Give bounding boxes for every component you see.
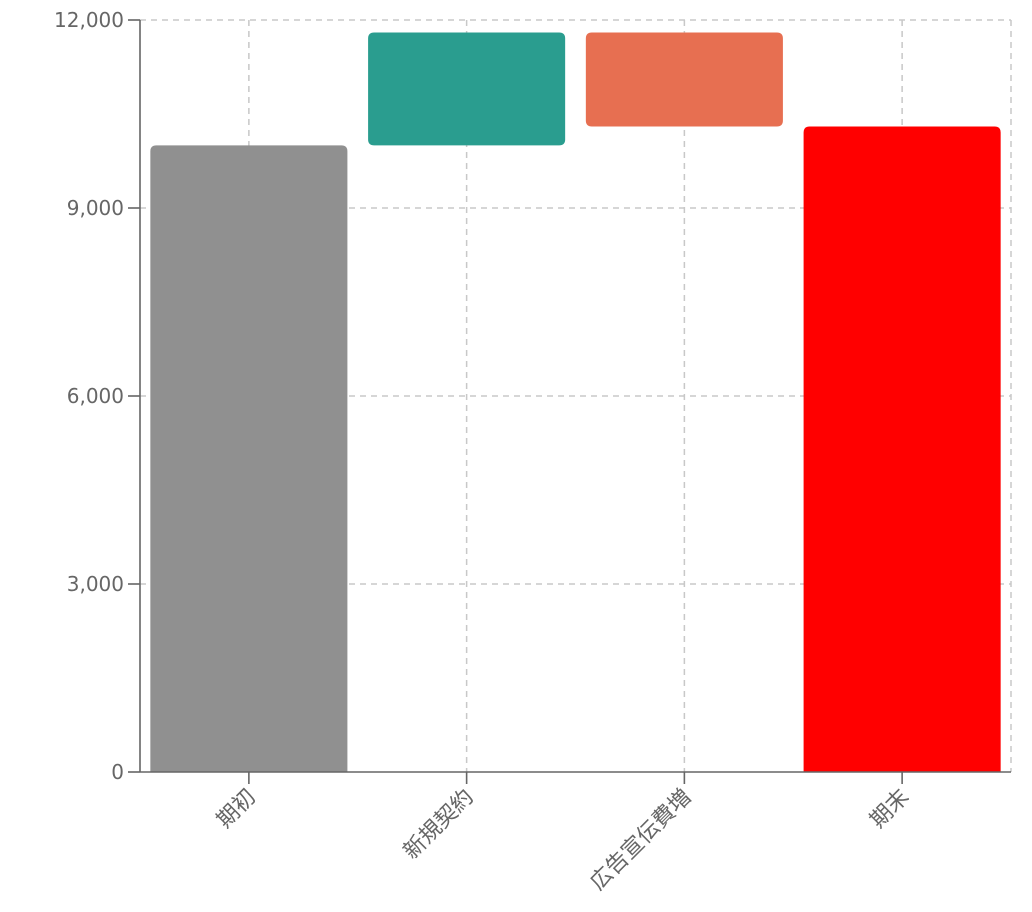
bar-decrease-3	[585, 32, 783, 127]
bar-increase-2	[368, 32, 566, 146]
y-tick-label: 6,000	[67, 384, 124, 408]
x-tick-label: 期末	[866, 785, 915, 834]
y-tick-label: 12,000	[54, 8, 124, 32]
y-tick-label: 9,000	[67, 196, 124, 220]
bar-total-1	[150, 145, 348, 773]
x-tick-label: 新規契約	[399, 785, 479, 865]
bar-layer	[150, 32, 1001, 773]
y-tick-label: 3,000	[67, 572, 124, 596]
bar-total-4	[803, 126, 1001, 773]
y-tick-label: 0	[111, 760, 124, 784]
x-tick-label: 期初	[212, 785, 261, 834]
x-tick-label: 広告宣伝費増	[586, 785, 697, 896]
